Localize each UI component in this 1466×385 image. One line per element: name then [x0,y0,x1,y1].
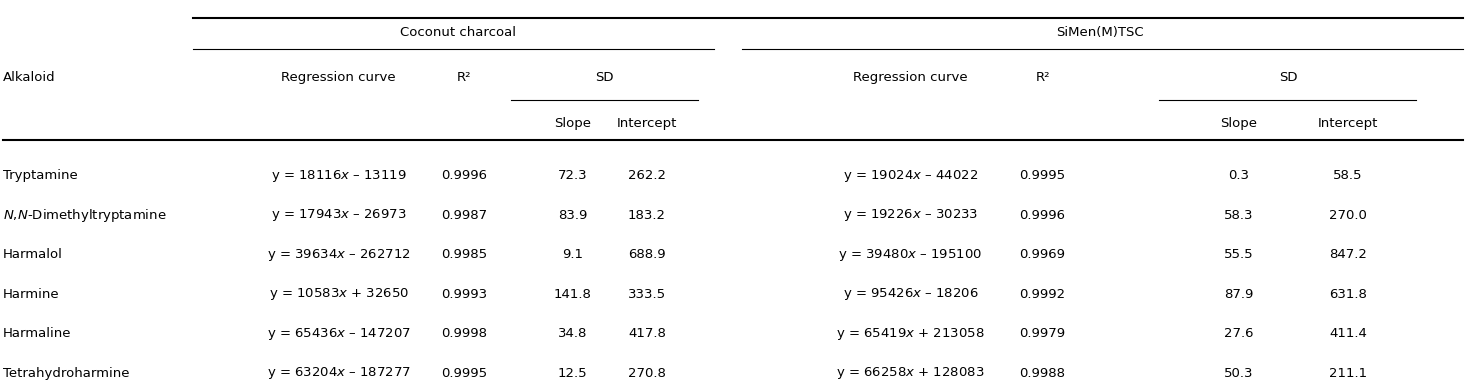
Text: 262.2: 262.2 [627,169,666,182]
Text: 83.9: 83.9 [557,209,586,222]
Text: Regression curve: Regression curve [281,72,396,84]
Text: $\it{N}$,$\it{N}$-Dimethyltryptamine: $\it{N}$,$\it{N}$-Dimethyltryptamine [3,207,166,224]
Text: 688.9: 688.9 [627,248,666,261]
Text: 0.9998: 0.9998 [441,327,487,340]
Text: y = 39480$x$ – 195100: y = 39480$x$ – 195100 [839,247,982,263]
Text: 0.9985: 0.9985 [441,248,487,261]
Text: SiMen(M)TSC: SiMen(M)TSC [1057,26,1143,39]
Text: y = 65419$x$ + 213058: y = 65419$x$ + 213058 [836,326,985,341]
Text: Harmalol: Harmalol [3,248,63,261]
Text: Coconut charcoal: Coconut charcoal [400,26,516,39]
Text: Intercept: Intercept [1318,117,1378,130]
Text: Tryptamine: Tryptamine [3,169,78,182]
Text: 27.6: 27.6 [1224,327,1253,340]
Text: 50.3: 50.3 [1224,367,1253,380]
Text: 0.9987: 0.9987 [441,209,487,222]
Text: 0.9992: 0.9992 [1019,288,1066,301]
Text: y = 39634$x$ – 262712: y = 39634$x$ – 262712 [267,247,410,263]
Text: Harmine: Harmine [3,288,60,301]
Text: y = 63204$x$ – 187277: y = 63204$x$ – 187277 [267,365,410,381]
Text: 0.9995: 0.9995 [441,367,487,380]
Text: 183.2: 183.2 [627,209,666,222]
Text: 417.8: 417.8 [627,327,666,340]
Text: 72.3: 72.3 [557,169,588,182]
Text: 0.9995: 0.9995 [1019,169,1066,182]
Text: 87.9: 87.9 [1224,288,1253,301]
Text: y = 19024$x$ – 44022: y = 19024$x$ – 44022 [843,168,978,184]
Text: y = 19226$x$ – 30233: y = 19226$x$ – 30233 [843,207,978,223]
Text: 847.2: 847.2 [1328,248,1366,261]
Text: y = 17943$x$ – 26973: y = 17943$x$ – 26973 [271,207,406,223]
Text: Slope: Slope [1220,117,1256,130]
Text: 333.5: 333.5 [627,288,666,301]
Text: 141.8: 141.8 [553,288,591,301]
Text: 0.9979: 0.9979 [1019,327,1066,340]
Text: 9.1: 9.1 [561,248,583,261]
Text: Tetrahydroharmine: Tetrahydroharmine [3,367,129,380]
Text: 34.8: 34.8 [557,327,586,340]
Text: 0.9988: 0.9988 [1020,367,1066,380]
Text: 58.3: 58.3 [1224,209,1253,222]
Text: Harmaline: Harmaline [3,327,72,340]
Text: 0.9969: 0.9969 [1020,248,1066,261]
Text: 270.8: 270.8 [627,367,666,380]
Text: 58.5: 58.5 [1333,169,1362,182]
Text: y = 66258$x$ + 128083: y = 66258$x$ + 128083 [836,365,985,381]
Text: 270.0: 270.0 [1328,209,1366,222]
Text: y = 18116$x$ – 13119: y = 18116$x$ – 13119 [271,168,406,184]
Text: 0.3: 0.3 [1229,169,1249,182]
Text: Alkaloid: Alkaloid [3,72,56,84]
Text: SD: SD [1278,72,1297,84]
Text: y = 95426$x$ – 18206: y = 95426$x$ – 18206 [843,286,978,302]
Text: R²: R² [457,72,472,84]
Text: R²: R² [1035,72,1050,84]
Text: y = 10583$x$ + 32650: y = 10583$x$ + 32650 [268,286,409,302]
Text: SD: SD [595,72,614,84]
Text: 211.1: 211.1 [1328,367,1366,380]
Text: Regression curve: Regression curve [853,72,968,84]
Text: 411.4: 411.4 [1328,327,1366,340]
Text: Intercept: Intercept [617,117,677,130]
Text: 12.5: 12.5 [557,367,588,380]
Text: 0.9993: 0.9993 [441,288,487,301]
Text: Slope: Slope [554,117,591,130]
Text: 0.9996: 0.9996 [441,169,487,182]
Text: 55.5: 55.5 [1224,248,1253,261]
Text: 631.8: 631.8 [1328,288,1366,301]
Text: 0.9996: 0.9996 [1020,209,1066,222]
Text: y = 65436$x$ – 147207: y = 65436$x$ – 147207 [267,326,410,341]
